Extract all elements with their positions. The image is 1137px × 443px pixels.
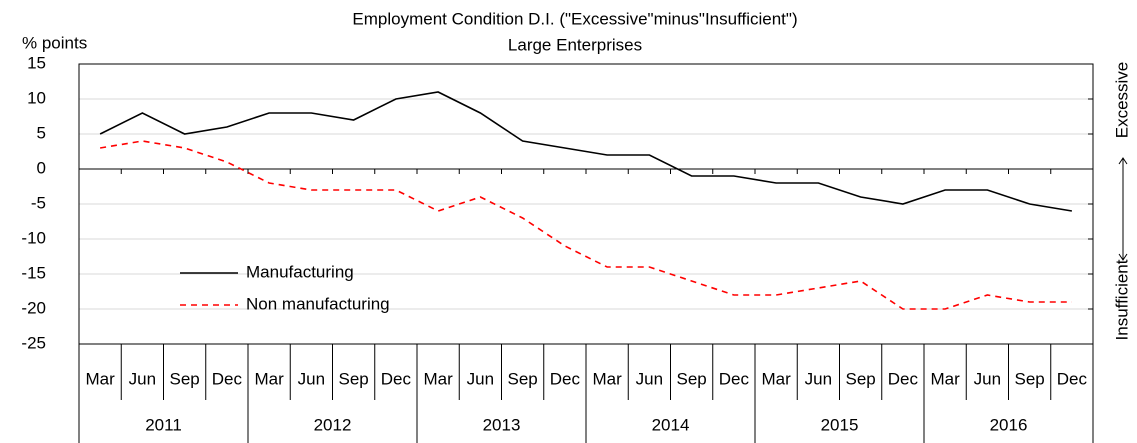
x-tick-label: Sep <box>846 369 876 388</box>
y-tick-label: -15 <box>21 263 46 282</box>
y-tick-label: -10 <box>21 228 46 247</box>
chart-title: Employment Condition D.I. ("Excessive"mi… <box>352 9 797 28</box>
x-tick-label: Jun <box>636 369 663 388</box>
x-tick-label: Sep <box>339 369 369 388</box>
x-tick-label: Sep <box>508 369 538 388</box>
x-tick-label: Jun <box>805 369 832 388</box>
y-tick-label: 5 <box>37 123 46 142</box>
x-tick-label: Mar <box>930 369 960 388</box>
x-tick-label: Sep <box>170 369 200 388</box>
y-tick-label: 15 <box>27 53 46 72</box>
x-tick-label: Mar <box>761 369 791 388</box>
x-tick-label: Jun <box>467 369 494 388</box>
series-line <box>99 91 1073 212</box>
legend-label: Non manufacturing <box>246 294 390 313</box>
x-tick-label: Dec <box>550 369 581 388</box>
year-label: 2011 <box>145 415 182 434</box>
y-tick-label: 10 <box>27 88 46 107</box>
year-label: 2016 <box>990 415 1028 434</box>
y-tick-label: -25 <box>21 333 46 352</box>
x-tick-label: Dec <box>888 369 919 388</box>
year-label: 2012 <box>314 415 352 434</box>
legend-label: Manufacturing <box>246 262 354 281</box>
x-tick-label: Jun <box>298 369 325 388</box>
year-label: 2014 <box>652 415 690 434</box>
x-tick-label: Dec <box>212 369 243 388</box>
y-tick-label: -5 <box>31 193 46 212</box>
x-tick-label: Sep <box>677 369 707 388</box>
x-tick-label: Mar <box>254 369 284 388</box>
right-label: Excessive <box>1112 62 1131 139</box>
x-tick-label: Mar <box>423 369 453 388</box>
y-axis-label: % points <box>22 33 87 52</box>
x-tick-label: Mar <box>85 369 115 388</box>
x-tick-label: Dec <box>1057 369 1088 388</box>
x-tick-label: Dec <box>381 369 412 388</box>
year-label: 2015 <box>821 415 859 434</box>
y-tick-label: -20 <box>21 298 46 317</box>
direction-arrow <box>1118 157 1128 261</box>
x-tick-label: Mar <box>592 369 622 388</box>
x-tick-label: Jun <box>129 369 156 388</box>
year-label: 2013 <box>483 415 521 434</box>
x-tick-label: Sep <box>1015 369 1045 388</box>
y-tick-label: 0 <box>37 158 46 177</box>
x-tick-label: Jun <box>974 369 1001 388</box>
chart-subtitle: Large Enterprises <box>508 35 642 54</box>
x-tick-label: Dec <box>719 369 750 388</box>
series-line <box>99 140 1072 310</box>
right-label: Insufficient <box>1112 259 1131 340</box>
